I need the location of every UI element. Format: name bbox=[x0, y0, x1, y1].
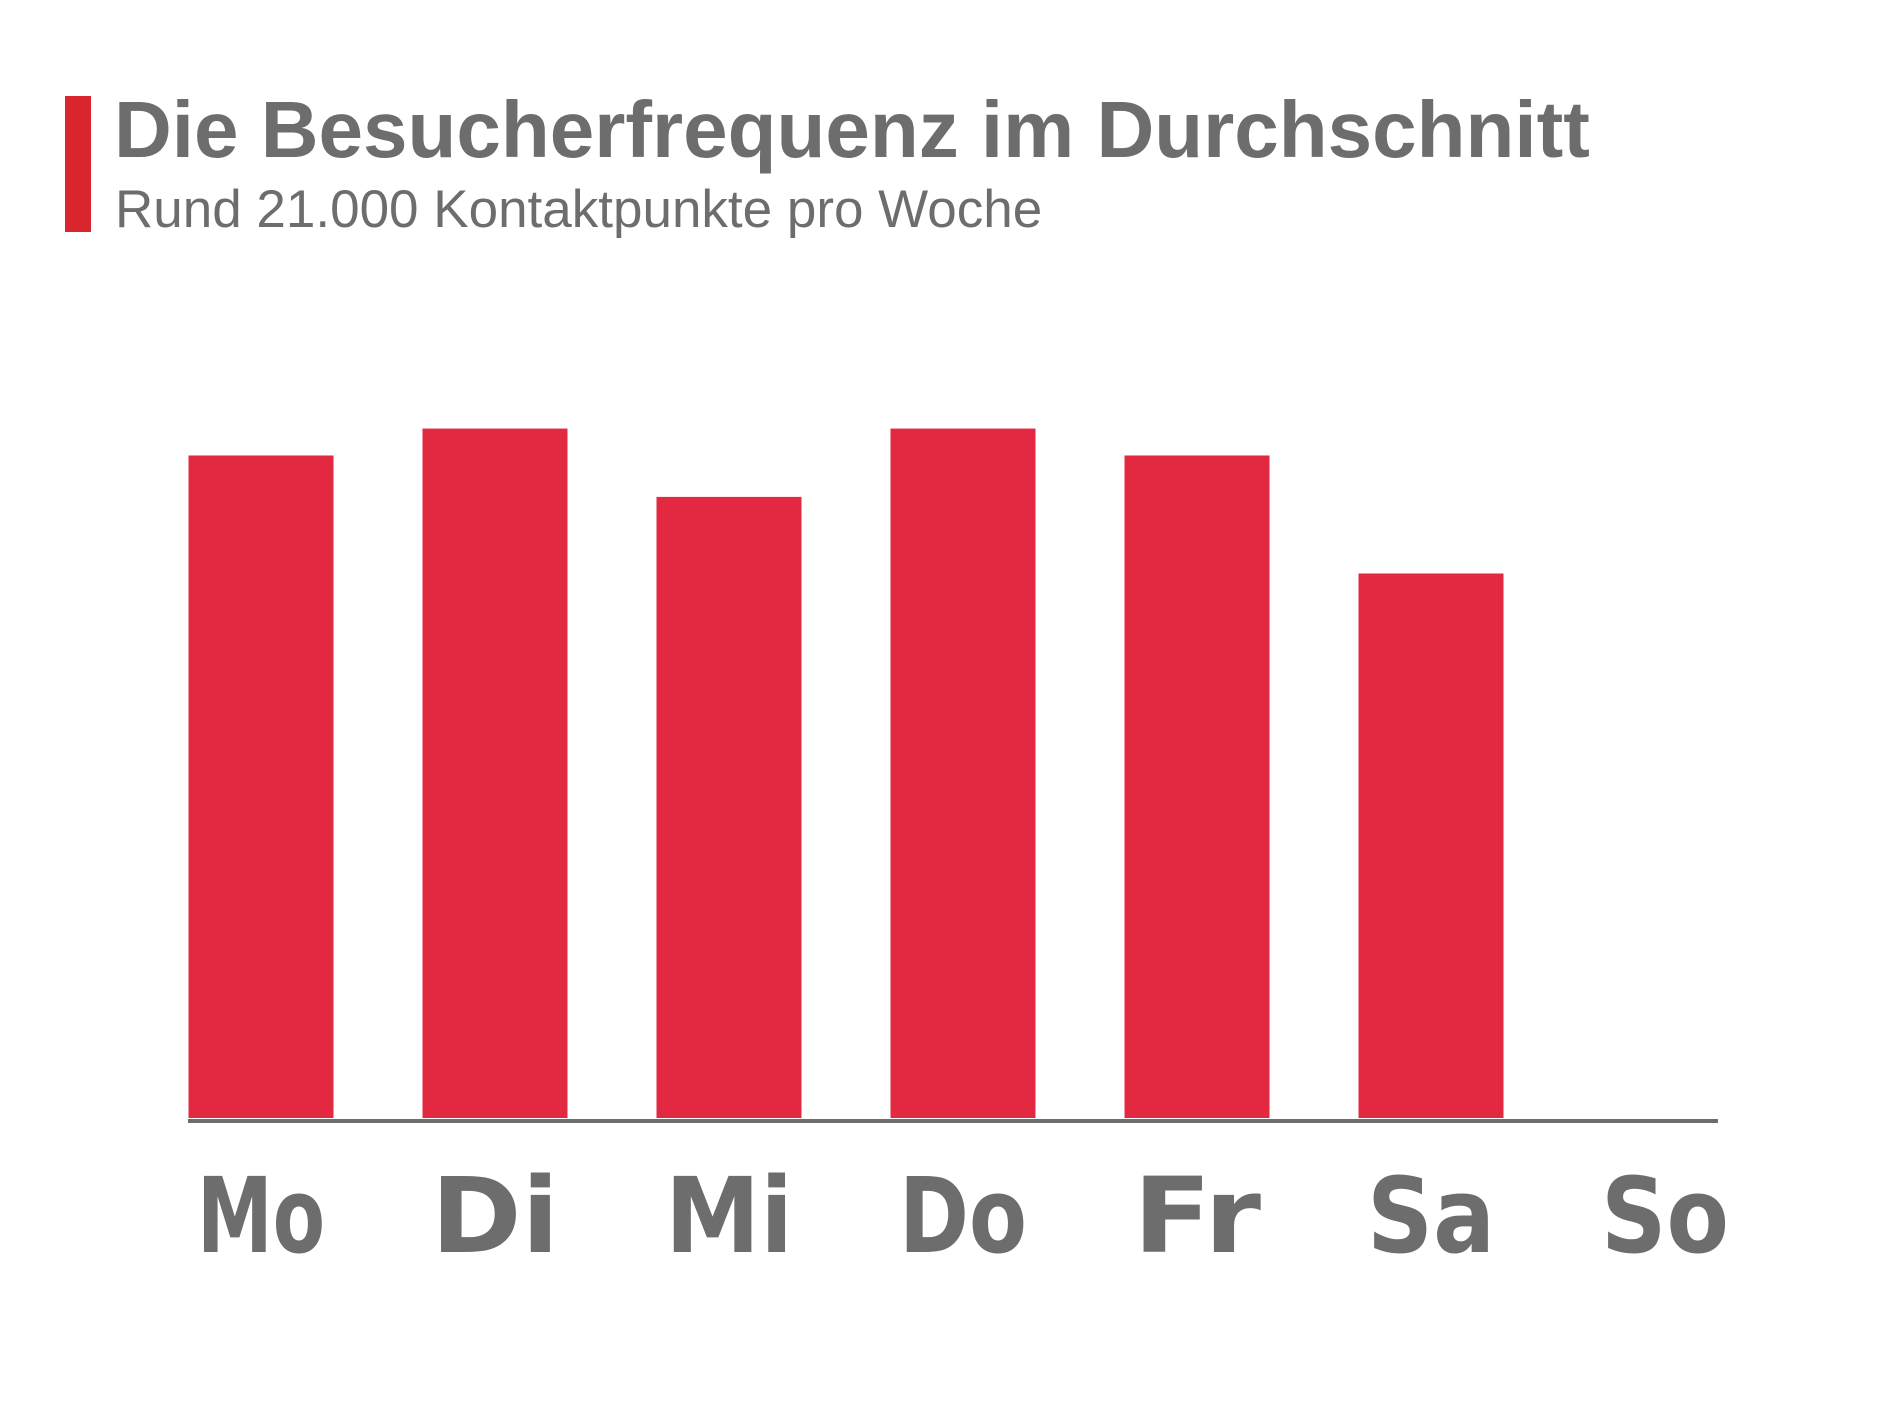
bar-sa bbox=[1358, 573, 1504, 1118]
title-accent-bar bbox=[65, 96, 91, 232]
chart-title: Die Besucherfrequenz im Durchschnitt bbox=[114, 85, 1590, 174]
tick-label-do: Do bbox=[899, 1155, 1027, 1277]
tick-label-fr: Fr bbox=[1133, 1155, 1261, 1277]
tick-label-sa: Sa bbox=[1367, 1155, 1495, 1277]
bar-mi bbox=[656, 496, 802, 1118]
tick-label-so: So bbox=[1601, 1155, 1729, 1277]
bar-fr bbox=[1124, 455, 1270, 1119]
tick-label-mo: Mo bbox=[197, 1155, 325, 1277]
tick-labels-group: Mo Di Mi Do Fr Sa So bbox=[197, 1155, 1729, 1277]
bars-group bbox=[188, 428, 1504, 1119]
bar-do bbox=[890, 428, 1036, 1119]
tick-label-mi: Mi bbox=[665, 1155, 793, 1277]
bar-di bbox=[422, 428, 568, 1119]
bar-mo bbox=[188, 455, 334, 1119]
tick-label-di: Di bbox=[431, 1155, 559, 1277]
chart-subtitle: Rund 21.000 Kontaktpunkte pro Woche bbox=[115, 180, 1043, 239]
